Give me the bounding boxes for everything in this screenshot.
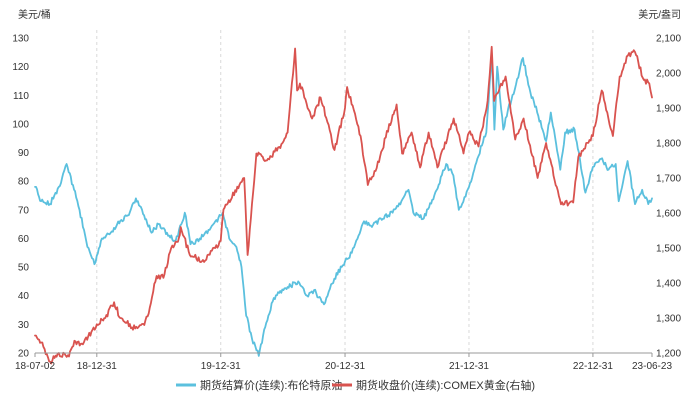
- series-layer: [34, 45, 653, 365]
- right-y-tick-label: 1,500: [656, 244, 681, 255]
- left-axis-unit: 美元/桶: [18, 8, 51, 21]
- x-tick-label: 22-12-31: [573, 361, 613, 372]
- left-y-tick-label: 50: [18, 263, 30, 274]
- right-y-tick-label: 1,600: [656, 209, 681, 220]
- left-y-tick-label: 90: [18, 148, 30, 159]
- legend-label-brent: 期货结算价(连续):布伦特原油: [200, 378, 342, 392]
- right-y-tick-label: 1,800: [656, 139, 681, 150]
- x-tick-label: 21-12-31: [449, 361, 489, 372]
- legend: 期货结算价(连续):布伦特原油 期货收盘价(连续):COMEX黄金(右轴): [176, 378, 535, 392]
- left-y-tick-label: 120: [12, 62, 29, 73]
- right-y-tick-label: 2,000: [656, 69, 681, 80]
- left-y-tick-label: 80: [18, 177, 30, 188]
- x-tick-label: 18-12-31: [77, 361, 117, 372]
- right-y-tick-label: 2,100: [656, 34, 681, 45]
- left-y-tick-label: 130: [12, 34, 29, 45]
- right-y-tick-label: 1,200: [656, 349, 681, 360]
- left-y-tick-label: 110: [13, 91, 29, 102]
- legend-label-gold: 期货收盘价(连续):COMEX黄金(右轴): [356, 378, 535, 392]
- x-tick-label: 18-07-02: [15, 361, 55, 372]
- x-tick-label: 23-06-23: [632, 361, 672, 372]
- axis-layer: 美元/桶 美元/盎司 18-07-02 18-12-31 19-12-31 20-12…: [12, 8, 681, 372]
- series-line-gold: [34, 45, 653, 365]
- left-y-tick-label: 100: [12, 119, 29, 130]
- right-y-tick-label: 1,400: [656, 279, 681, 290]
- x-tick-label: 20-12-31: [325, 361, 365, 372]
- x-tick-label: 19-12-31: [201, 361, 241, 372]
- right-y-tick-label: 1,300: [656, 314, 681, 325]
- right-axis-unit: 美元/盎司: [638, 8, 681, 21]
- left-y-tick-label: 60: [18, 234, 30, 245]
- left-y-tick-label: 70: [18, 205, 30, 216]
- left-y-tick-label: 40: [18, 291, 30, 302]
- left-y-tick-label: 20: [18, 349, 30, 360]
- series-line-brent: [34, 54, 653, 357]
- left-y-tick-label: 30: [18, 320, 30, 331]
- right-y-tick-label: 1,700: [656, 174, 681, 185]
- right-y-tick-label: 1,900: [656, 104, 681, 115]
